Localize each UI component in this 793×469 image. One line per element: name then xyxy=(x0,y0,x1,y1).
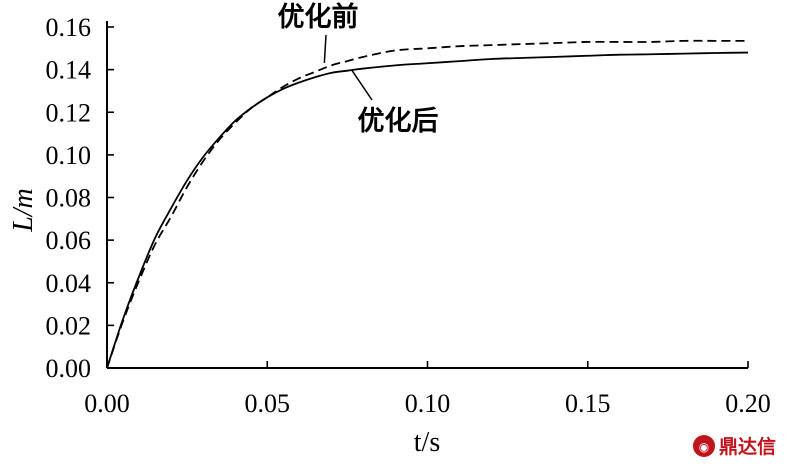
series-line-after-optimization xyxy=(106,51,749,369)
y-tick-label: 0.02 xyxy=(46,311,92,340)
watermark-logo-icon xyxy=(693,435,715,457)
watermark-text: 鼎达信 xyxy=(719,435,776,458)
x-axis-ticks: 0.00 0.05 0.10 0.15 0.20 xyxy=(84,361,771,418)
annotation-leader-after xyxy=(350,69,373,101)
annotation-leader-before xyxy=(323,34,327,64)
watermark: ◉ 鼎达信 xyxy=(693,435,776,458)
series-layer xyxy=(106,39,749,369)
y-tick-label: 0.16 xyxy=(46,13,92,42)
x-tick-label: 0.15 xyxy=(565,389,611,418)
y-tick-label: 0.08 xyxy=(46,184,92,213)
y-tick-label: 0.04 xyxy=(46,269,92,298)
axes xyxy=(106,21,748,369)
y-tick-label: 0.10 xyxy=(46,141,92,170)
x-tick-label: 0.00 xyxy=(84,389,130,418)
y-tick-label: 0.12 xyxy=(46,98,92,127)
x-tick-label: 0.20 xyxy=(725,389,771,418)
y-axis-ticks: 0.00 0.02 0.04 0.06 0.08 0.10 0.12 0.14 0.16 xyxy=(46,13,114,383)
annotation-label-after: 优化后 xyxy=(358,106,439,137)
y-tick-label: 0.06 xyxy=(46,226,92,255)
watermark-logo-glyph: ◉ xyxy=(699,440,709,454)
x-tick-label: 0.05 xyxy=(245,389,291,418)
x-tick-label: 0.10 xyxy=(405,389,451,418)
y-axis-title: L/m xyxy=(8,188,39,233)
y-tick-label: 0.00 xyxy=(46,354,92,383)
x-axis-title: t/s xyxy=(414,427,440,458)
annotation-label-before: 优化前 xyxy=(278,1,359,33)
y-tick-label: 0.14 xyxy=(46,56,92,85)
series-line-before-optimization xyxy=(106,39,748,369)
